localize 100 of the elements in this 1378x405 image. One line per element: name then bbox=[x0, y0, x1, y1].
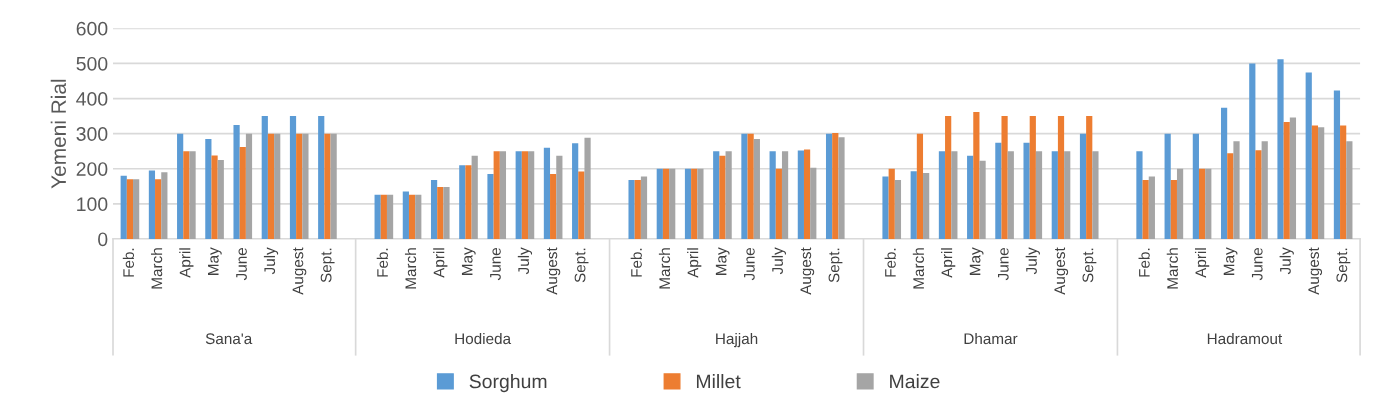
bar bbox=[973, 111, 980, 239]
x-tick-label: Feb. bbox=[376, 248, 388, 277]
x-tick-label: Sept. bbox=[1082, 248, 1097, 283]
x-tick-label: June bbox=[998, 247, 1009, 281]
bar bbox=[640, 176, 648, 239]
x-tick-label: May bbox=[1223, 247, 1238, 275]
bar bbox=[556, 155, 563, 239]
bar bbox=[177, 133, 184, 239]
legend-label: Sorghum bbox=[469, 374, 547, 393]
bar bbox=[628, 179, 635, 239]
bar bbox=[274, 133, 281, 239]
bar bbox=[697, 168, 704, 239]
x-tick-label: Feb. bbox=[122, 248, 135, 277]
bar bbox=[148, 170, 156, 239]
x-tick-label: April bbox=[1194, 248, 1210, 278]
legend-label: Maize bbox=[890, 374, 940, 389]
bar bbox=[1176, 168, 1184, 239]
bar bbox=[916, 133, 924, 239]
bar bbox=[1205, 168, 1212, 239]
bar bbox=[267, 133, 275, 239]
bar bbox=[1023, 142, 1030, 239]
bar bbox=[691, 168, 698, 239]
x-tick-label: Feb. bbox=[1138, 248, 1150, 277]
x-tick-label: May bbox=[715, 247, 730, 275]
bar bbox=[923, 172, 930, 239]
bar bbox=[713, 151, 720, 239]
x-tick-label: Sept. bbox=[320, 248, 335, 283]
bar bbox=[528, 151, 535, 239]
bar bbox=[1051, 151, 1058, 239]
text: Sana'a bbox=[205, 333, 253, 345]
bar bbox=[656, 168, 663, 239]
bar bbox=[550, 174, 557, 239]
bar bbox=[882, 176, 889, 239]
bar bbox=[443, 187, 450, 239]
bar bbox=[380, 194, 387, 239]
bar bbox=[1164, 133, 1171, 239]
bar bbox=[233, 124, 240, 239]
bar bbox=[1170, 179, 1177, 239]
bar bbox=[578, 171, 585, 239]
bar bbox=[1305, 72, 1312, 239]
bar bbox=[1277, 59, 1284, 239]
y-tick-label: 300 bbox=[76, 127, 108, 141]
bar bbox=[747, 133, 754, 239]
bar bbox=[386, 194, 394, 239]
x-tick-label: June bbox=[490, 247, 501, 281]
text: Dhamar bbox=[964, 332, 1018, 345]
x-tick-label: Sept. bbox=[828, 248, 843, 283]
bar bbox=[487, 174, 494, 239]
x-tick-label: Sept. bbox=[1336, 248, 1351, 283]
y-tick-label: 600 bbox=[76, 21, 108, 36]
x-tick-label: July bbox=[1279, 247, 1294, 275]
y-tick-label: 200 bbox=[76, 162, 108, 176]
bar bbox=[967, 155, 974, 239]
text: Hajjah bbox=[716, 332, 758, 348]
bar bbox=[662, 168, 670, 239]
bar bbox=[543, 147, 551, 239]
bar bbox=[838, 137, 845, 239]
bar bbox=[1289, 117, 1297, 239]
y-tick-label: 100 bbox=[77, 197, 108, 212]
x-tick-label: May bbox=[208, 247, 222, 275]
text: Hodieda bbox=[455, 332, 512, 345]
x-tick-label: June bbox=[1251, 247, 1263, 281]
bar bbox=[211, 155, 218, 239]
bar bbox=[205, 138, 212, 239]
bar bbox=[126, 179, 134, 239]
bar bbox=[1092, 151, 1099, 239]
x-tick-label: Augest bbox=[1308, 247, 1323, 295]
bar bbox=[769, 151, 776, 239]
text: Hadramout bbox=[1207, 332, 1283, 345]
bar bbox=[951, 151, 958, 239]
x-tick-label: March bbox=[912, 248, 925, 289]
bar bbox=[584, 137, 591, 239]
x-tick-label: July bbox=[771, 247, 786, 275]
bar bbox=[471, 155, 478, 239]
bar bbox=[239, 146, 246, 239]
bar bbox=[499, 151, 507, 239]
bar bbox=[1079, 133, 1087, 239]
bar bbox=[1057, 116, 1065, 239]
bar bbox=[155, 179, 162, 239]
bar bbox=[1192, 133, 1199, 239]
bar bbox=[324, 133, 331, 239]
bar bbox=[719, 155, 726, 239]
bar bbox=[1086, 116, 1093, 239]
bar bbox=[803, 149, 811, 239]
bar bbox=[1311, 125, 1319, 239]
bar bbox=[945, 116, 952, 239]
bar bbox=[415, 194, 422, 239]
bar bbox=[775, 168, 782, 239]
bar bbox=[888, 168, 895, 239]
x-tick-label: Augest bbox=[546, 247, 561, 295]
bar bbox=[245, 133, 253, 239]
bar bbox=[459, 165, 466, 239]
bar bbox=[1220, 107, 1228, 239]
bar bbox=[374, 194, 381, 239]
bar bbox=[938, 151, 946, 239]
bar bbox=[797, 150, 804, 239]
x-tick-label: Augest bbox=[800, 247, 815, 295]
x-tick-label: June bbox=[236, 247, 247, 281]
x-tick-label: April bbox=[179, 248, 194, 278]
bar bbox=[515, 151, 522, 239]
